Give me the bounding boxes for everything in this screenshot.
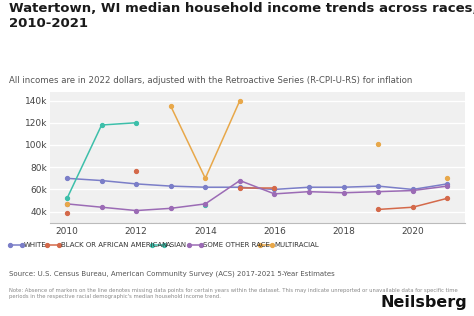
- SOME OTHER RACE: [272, 192, 277, 196]
- SOME OTHER RACE: [445, 184, 450, 188]
- WHITE: [375, 184, 381, 188]
- Line: WHITE: WHITE: [65, 176, 449, 191]
- Text: MULTIRACIAL: MULTIRACIAL: [274, 242, 319, 248]
- SOME OTHER RACE: [410, 189, 416, 192]
- ASIAN: [64, 197, 70, 200]
- WHITE: [168, 184, 173, 188]
- Text: Neilsberg: Neilsberg: [380, 295, 467, 310]
- SOME OTHER RACE: [375, 190, 381, 194]
- WHITE: [64, 176, 70, 180]
- WHITE: [202, 185, 208, 189]
- WHITE: [341, 185, 346, 189]
- WHITE: [133, 182, 139, 186]
- SOME OTHER RACE: [341, 191, 346, 195]
- ASIAN: [133, 121, 139, 125]
- SOME OTHER RACE: [168, 206, 173, 210]
- Text: Watertown, WI median household income trends across races,
2010-2021: Watertown, WI median household income tr…: [9, 2, 474, 30]
- SOME OTHER RACE: [202, 202, 208, 206]
- Text: BLACK OR AFRICAN AMERICAN: BLACK OR AFRICAN AMERICAN: [61, 242, 167, 248]
- SOME OTHER RACE: [64, 202, 70, 206]
- WHITE: [306, 185, 312, 189]
- WHITE: [272, 187, 277, 191]
- SOME OTHER RACE: [237, 179, 243, 182]
- WHITE: [410, 187, 416, 191]
- Text: WHITE: WHITE: [24, 242, 46, 248]
- WHITE: [445, 182, 450, 186]
- SOME OTHER RACE: [133, 209, 139, 212]
- WHITE: [237, 185, 243, 189]
- Line: SOME OTHER RACE: SOME OTHER RACE: [65, 179, 449, 212]
- Text: Note: Absence of markers on the line denotes missing data points for certain yea: Note: Absence of markers on the line den…: [9, 288, 458, 299]
- SOME OTHER RACE: [306, 190, 312, 194]
- WHITE: [99, 179, 104, 182]
- Text: All incomes are in 2022 dollars, adjusted with the Retroactive Series (R-CPI-U-R: All incomes are in 2022 dollars, adjuste…: [9, 76, 413, 85]
- Text: SOME OTHER RACE: SOME OTHER RACE: [203, 242, 270, 248]
- ASIAN: [99, 123, 104, 127]
- Text: ASIAN: ASIAN: [166, 242, 187, 248]
- Line: ASIAN: ASIAN: [65, 121, 138, 200]
- Text: Source: U.S. Census Bureau, American Community Survey (ACS) 2017-2021 5-Year Est: Source: U.S. Census Bureau, American Com…: [9, 270, 335, 277]
- SOME OTHER RACE: [99, 205, 104, 209]
